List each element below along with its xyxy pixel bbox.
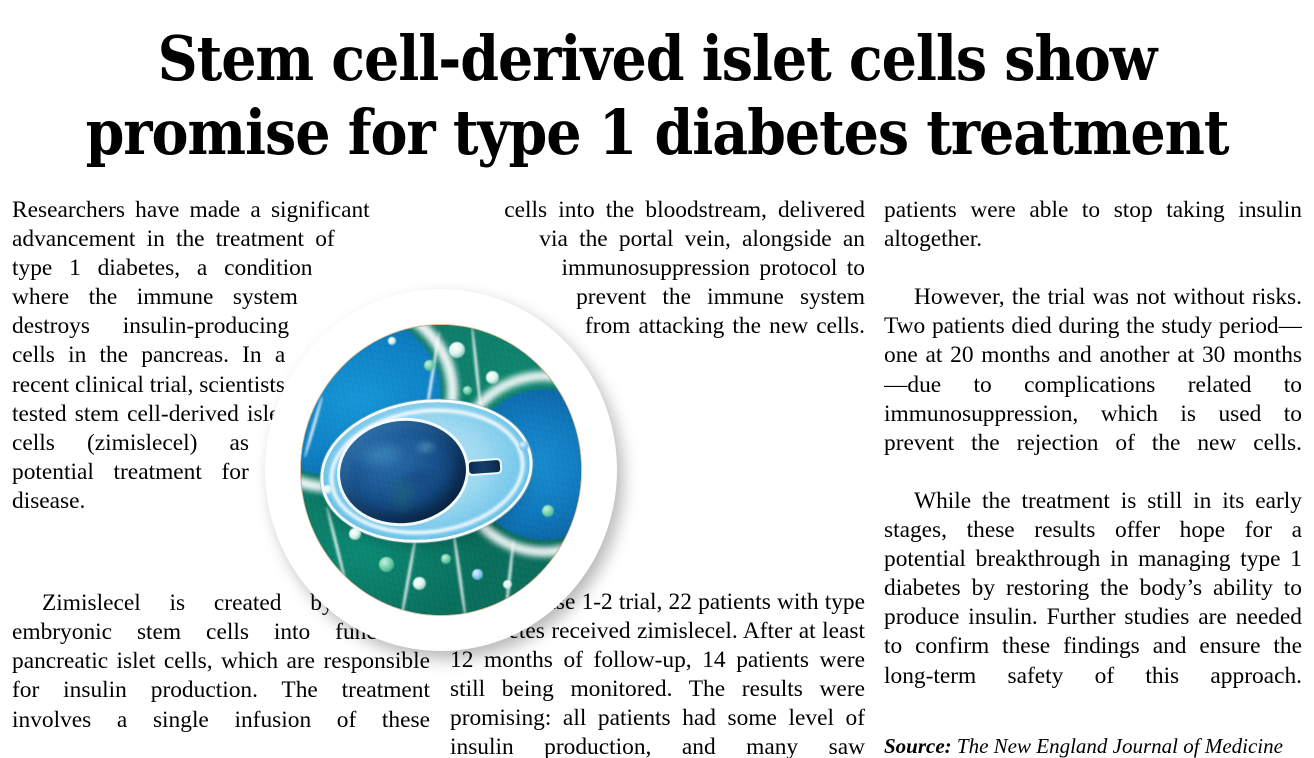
paragraph: However, the trial was not without risks… <box>884 284 1302 456</box>
paragraph: In a phase 1-2 trial, 22 patients with t… <box>450 588 865 758</box>
article-column-1: Researchers have made a significant adva… <box>12 196 430 758</box>
source-text: The New England Journal of Medicine (NEJ… <box>956 733 1283 758</box>
article-body: Researchers have made a significant adva… <box>0 196 1314 758</box>
paragraph: Zimislecel is created by turning embryon… <box>12 590 430 733</box>
source-label: Source: <box>884 733 952 758</box>
source-line: Source: The New England Journal of Medic… <box>884 734 1302 758</box>
paragraph: While the treatment is still in its earl… <box>884 487 1302 689</box>
paragraph: Researchers have made a significant adva… <box>12 197 370 514</box>
headline-line-1: Stem cell-derived islet cells show <box>157 22 1158 95</box>
article-column-3: patients were able to stop taking insuli… <box>884 196 1302 758</box>
paragraph: patients were able to stop taking insuli… <box>884 197 1302 253</box>
paragraph: cells into the bloodstream, delivered vi… <box>504 197 865 340</box>
page-title: Stem cell-derived islet cells show promi… <box>82 0 1231 170</box>
article-column-2: cells into the bloodstream, delivered vi… <box>450 196 865 758</box>
headline-line-2: promise for type 1 diabetes treatment <box>85 96 1230 169</box>
